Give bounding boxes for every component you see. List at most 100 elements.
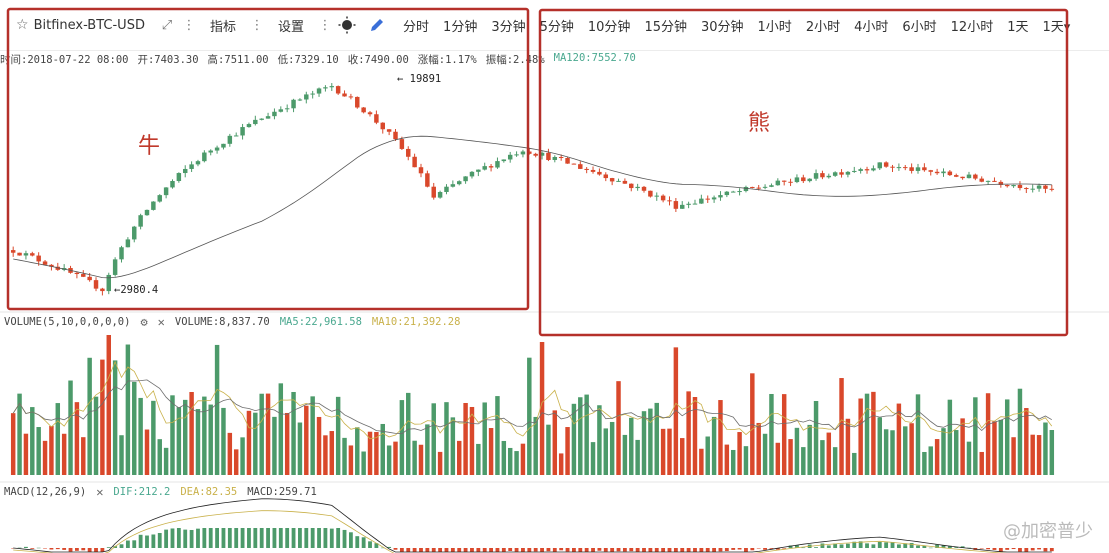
- volume-bar: [590, 442, 596, 475]
- candle-body: [546, 152, 551, 160]
- info-ma120: MA120:7552.70: [553, 52, 636, 64]
- volume-bar: [973, 397, 978, 475]
- volume-bar: [246, 410, 252, 475]
- macd-bar: [482, 548, 487, 552]
- candle-body: [788, 181, 793, 183]
- candle-body: [431, 186, 436, 198]
- volume-bar: [348, 445, 354, 475]
- interval-11[interactable]: 12小时: [950, 19, 994, 35]
- interval-6[interactable]: 30分钟: [700, 19, 744, 35]
- gear-icon[interactable]: ⚙: [140, 315, 148, 329]
- macd-bar: [769, 548, 774, 549]
- interval-1[interactable]: 1分钟: [443, 19, 478, 35]
- candle-body: [253, 119, 258, 125]
- candle-body: [966, 174, 972, 179]
- interval-5[interactable]: 15分钟: [644, 19, 687, 35]
- interval-13[interactable]: 1天▾: [1042, 19, 1071, 35]
- candle-body: [507, 154, 513, 160]
- volume-bar: [265, 393, 271, 475]
- candle-body: [291, 99, 296, 109]
- volume-bar: [992, 421, 997, 475]
- interval-7[interactable]: 1小时: [757, 19, 792, 35]
- interval-3[interactable]: 5分钟: [539, 19, 574, 35]
- theme-toggle-icon[interactable]: [336, 0, 358, 50]
- volume-bar: [743, 446, 749, 475]
- volume-bar: [578, 397, 583, 475]
- macd-bar: [705, 548, 710, 552]
- star-icon[interactable]: ☆: [16, 17, 29, 33]
- volume-bar: [151, 400, 156, 475]
- compare-icon[interactable]: ⤢: [161, 17, 173, 33]
- volume-bar: [558, 453, 564, 475]
- candle-body: [781, 180, 787, 182]
- candle-body: [1036, 185, 1042, 189]
- volume-bar: [355, 427, 360, 475]
- volume-bar: [629, 417, 634, 475]
- volume-bar: [890, 430, 895, 475]
- volume-bar: [680, 438, 685, 475]
- macd-bar: [406, 548, 411, 552]
- macd-bar: [648, 548, 653, 552]
- close-icon[interactable]: ✕: [157, 315, 165, 329]
- candle-body: [240, 127, 245, 136]
- macd-bar: [896, 544, 901, 548]
- candle-body: [380, 122, 385, 130]
- candle-body: [877, 162, 883, 169]
- interval-9[interactable]: 4小时: [854, 19, 889, 35]
- candle-body: [883, 162, 889, 167]
- volume-bar: [30, 407, 35, 475]
- candle-body: [189, 164, 194, 169]
- candle-body: [750, 186, 755, 188]
- macd-bar: [578, 548, 583, 552]
- bear-region-box: [538, 8, 1069, 337]
- more-icon[interactable]: ⋮: [318, 17, 332, 33]
- macd-bar: [546, 548, 551, 552]
- candle-body: [138, 215, 143, 227]
- macd-bar: [954, 547, 959, 548]
- volume-bar: [144, 429, 150, 475]
- symbol-selector[interactable]: ☆ Bitfinex-BTC-USD: [0, 17, 156, 33]
- candle-body: [896, 167, 902, 169]
- candle-body: [699, 198, 704, 204]
- macd-bar: [718, 548, 723, 552]
- macd-bar: [686, 548, 691, 552]
- info-low: 低:7329.10: [277, 54, 339, 66]
- volume-bar: [291, 391, 296, 475]
- interval-12[interactable]: 1天: [1007, 19, 1029, 35]
- macd-bar: [826, 545, 831, 548]
- volume-bar: [915, 394, 921, 475]
- candle-body: [233, 135, 239, 137]
- interval-4[interactable]: 10分钟: [587, 19, 631, 35]
- more-icon[interactable]: ⋮: [182, 17, 196, 33]
- candle-body: [692, 203, 698, 205]
- interval-8[interactable]: 2小时: [805, 19, 841, 35]
- volume-bar: [304, 405, 309, 475]
- more-icon[interactable]: ⋮: [250, 17, 264, 33]
- candle-body: [265, 116, 271, 119]
- candle-body: [367, 112, 373, 115]
- interval-10[interactable]: 6小时: [902, 19, 937, 35]
- draw-pen-icon[interactable]: [366, 0, 388, 50]
- candle-body: [756, 187, 761, 189]
- settings-button[interactable]: 设置: [278, 19, 305, 35]
- macd-bar: [138, 534, 143, 548]
- volume-bar: [10, 413, 16, 475]
- interval-2[interactable]: 3分钟: [491, 19, 526, 35]
- macd-bar: [941, 545, 946, 548]
- close-icon[interactable]: ✕: [96, 485, 104, 499]
- volume-bar: [240, 437, 245, 475]
- macd-bar: [1011, 548, 1016, 550]
- volume-bar: [1017, 388, 1023, 475]
- candle-body: [157, 195, 162, 202]
- macd-dif: DIF:212.2: [113, 486, 171, 498]
- candle-body: [979, 178, 984, 182]
- macd-bar: [629, 548, 634, 552]
- interval-0[interactable]: 分时: [403, 19, 430, 35]
- macd-bar: [304, 528, 309, 548]
- volume-bar: [170, 395, 175, 475]
- volume-bar: [469, 406, 475, 475]
- volume-bar: [546, 424, 551, 475]
- macd-bar: [266, 528, 270, 548]
- indicators-button[interactable]: 指标: [210, 19, 237, 35]
